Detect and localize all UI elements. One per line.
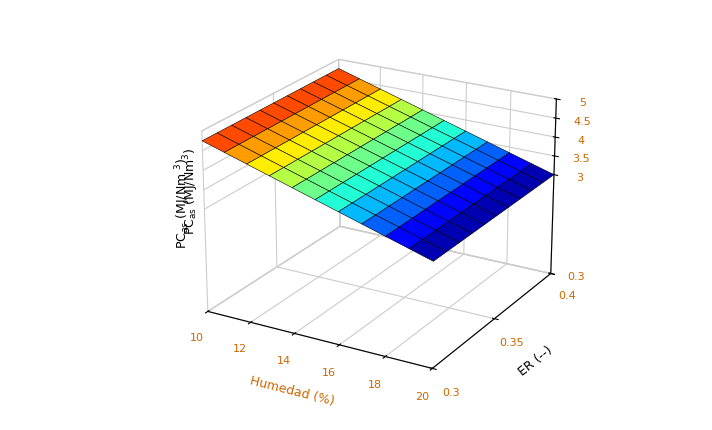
Text: PC$_{as}$ (MJ/Nm$\ ^{3}$): PC$_{as}$ (MJ/Nm$\ ^{3}$): [173, 157, 193, 249]
Y-axis label: ER (--): ER (--): [516, 344, 555, 378]
Text: PC$_{\mathrm{as}}$ (MJ/Nm$^{3}$): PC$_{\mathrm{as}}$ (MJ/Nm$^{3}$): [181, 147, 201, 235]
X-axis label: Humedad (%): Humedad (%): [248, 373, 335, 407]
